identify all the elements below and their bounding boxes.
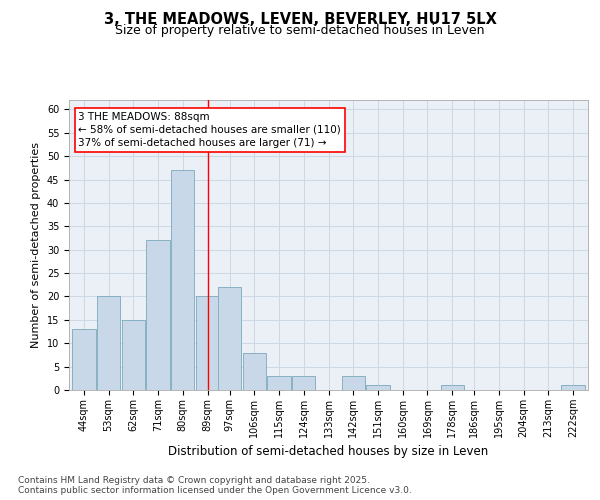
Text: Contains HM Land Registry data © Crown copyright and database right 2025.
Contai: Contains HM Land Registry data © Crown c… xyxy=(18,476,412,495)
X-axis label: Distribution of semi-detached houses by size in Leven: Distribution of semi-detached houses by … xyxy=(169,446,488,458)
Bar xyxy=(218,287,241,390)
Bar xyxy=(171,170,194,390)
Text: 3, THE MEADOWS, LEVEN, BEVERLEY, HU17 5LX: 3, THE MEADOWS, LEVEN, BEVERLEY, HU17 5L… xyxy=(104,12,496,28)
Bar xyxy=(440,386,464,390)
Bar xyxy=(242,352,266,390)
Text: Size of property relative to semi-detached houses in Leven: Size of property relative to semi-detach… xyxy=(115,24,485,37)
Bar xyxy=(122,320,145,390)
Bar xyxy=(341,376,365,390)
Bar xyxy=(146,240,170,390)
Bar xyxy=(97,296,120,390)
Bar xyxy=(268,376,291,390)
Bar xyxy=(366,386,389,390)
Text: 3 THE MEADOWS: 88sqm
← 58% of semi-detached houses are smaller (110)
37% of semi: 3 THE MEADOWS: 88sqm ← 58% of semi-detac… xyxy=(79,112,341,148)
Bar xyxy=(292,376,316,390)
Bar xyxy=(562,386,585,390)
Y-axis label: Number of semi-detached properties: Number of semi-detached properties xyxy=(31,142,41,348)
Bar xyxy=(196,296,219,390)
Bar xyxy=(72,329,95,390)
